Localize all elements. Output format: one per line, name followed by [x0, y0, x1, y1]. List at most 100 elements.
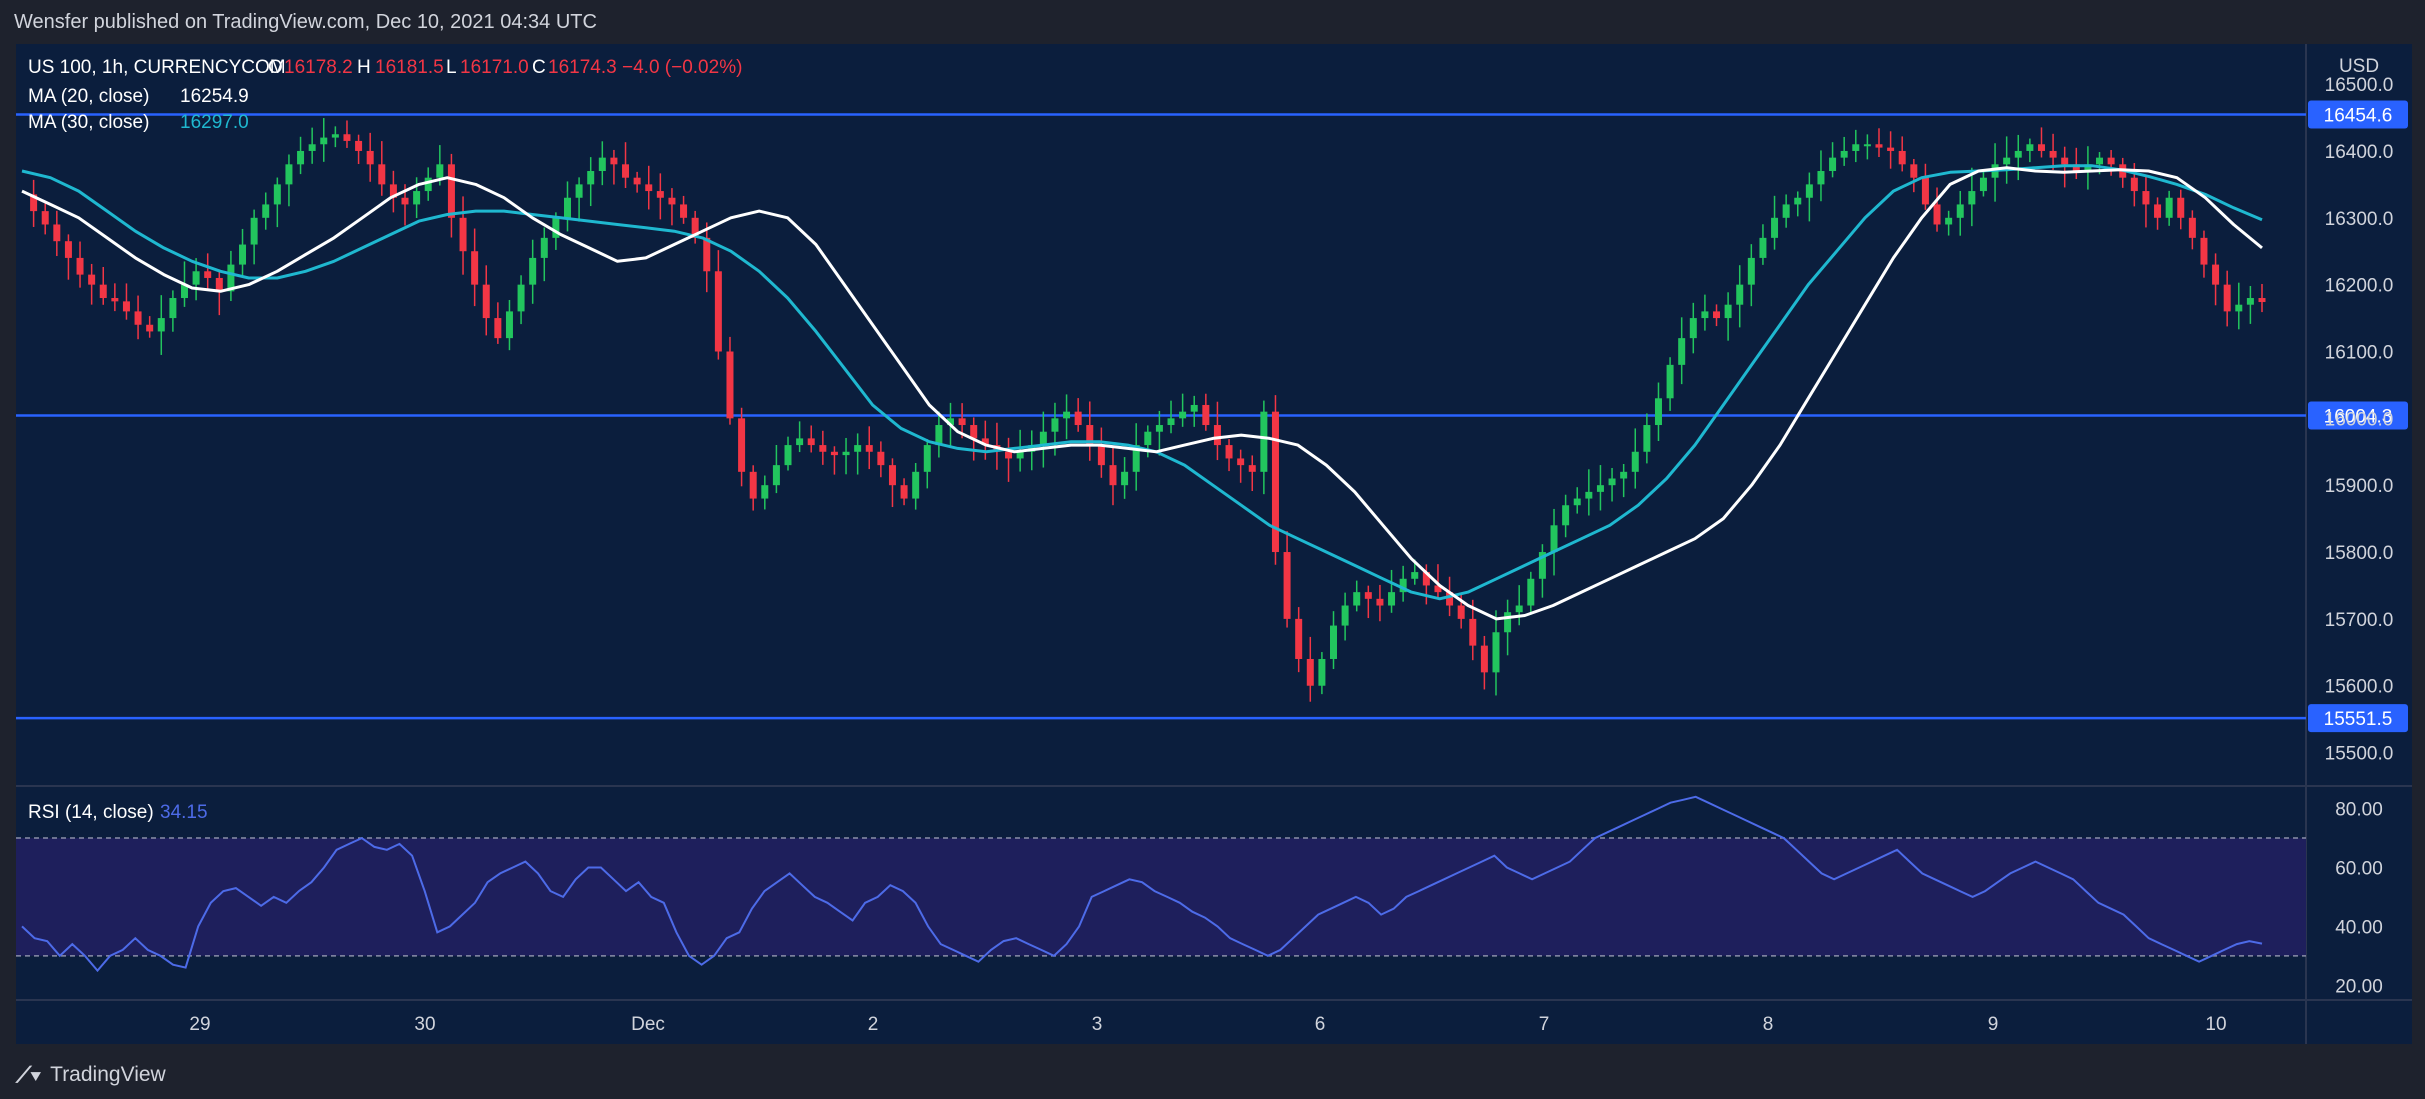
- candle-body: [1097, 445, 1105, 466]
- change-value: −4.0 (−0.02%): [622, 57, 742, 78]
- price-tick-label[interactable]: 15700.0: [2325, 610, 2394, 631]
- candle-body: [761, 485, 769, 499]
- price-tick-label[interactable]: 15900.0: [2325, 476, 2394, 497]
- candle-body: [1759, 237, 1767, 258]
- price-axis[interactable]: USD 15500.0 15600.0 15700.0 15800.0 15900.0 16…: [2325, 56, 2394, 997]
- candle-body: [146, 324, 154, 332]
- candle-body: [1585, 491, 1593, 499]
- candle-body: [970, 425, 978, 439]
- time-axis[interactable]: 29 30 Dec 2 3 6 7 8 9 10: [189, 1014, 2226, 1035]
- candle-body: [1271, 411, 1279, 553]
- footer-brand[interactable]: TradingView: [50, 1062, 166, 1086]
- candle-body: [517, 284, 525, 312]
- candle-body: [1457, 605, 1465, 619]
- candle-body: [250, 217, 258, 245]
- rsi-line: [21, 795, 2263, 973]
- candle-body: [796, 438, 804, 446]
- rsi-tick-label[interactable]: 20.00: [2335, 976, 2383, 997]
- price-tick-label[interactable]: 15600.0: [2325, 677, 2394, 698]
- candle-body: [2142, 191, 2150, 205]
- moving-averages: [21, 164, 2263, 621]
- candle-body: [1237, 458, 1245, 466]
- candle-body: [494, 318, 502, 339]
- time-tick-label[interactable]: 29: [189, 1014, 210, 1035]
- candle-body: [1724, 304, 1732, 319]
- candle-body: [378, 164, 386, 185]
- candle-body: [1213, 425, 1221, 446]
- candle-body: [1875, 144, 1883, 148]
- candle-body: [1306, 658, 1314, 686]
- candle-body: [389, 184, 397, 198]
- horizontal-levels[interactable]: 16454.6 16004.3 15551.5: [16, 100, 2408, 733]
- candle-body: [935, 425, 943, 446]
- price-tick-label[interactable]: 16000.0: [2325, 409, 2394, 430]
- price-tick-label[interactable]: 16500.0: [2325, 75, 2394, 96]
- candle-body: [598, 157, 606, 172]
- candle-body: [1121, 471, 1129, 486]
- price-tick-label[interactable]: 15800.0: [2325, 543, 2394, 564]
- time-tick-label[interactable]: 10: [2205, 1014, 2226, 1035]
- time-tick-label[interactable]: 3: [1092, 1014, 1103, 1035]
- candle-body: [830, 451, 838, 456]
- price-tick-label[interactable]: 15500.0: [2325, 744, 2394, 765]
- level-price-badge[interactable]: [2308, 704, 2408, 733]
- candle-body: [2212, 264, 2220, 285]
- time-tick-label[interactable]: 9: [1988, 1014, 1999, 1035]
- price-tick-label[interactable]: 16400.0: [2325, 142, 2394, 163]
- candle-body: [2107, 157, 2115, 165]
- candle-body: [900, 485, 908, 499]
- candle-body: [1654, 398, 1662, 426]
- tradingview-logo-icon[interactable]: ⟋▾: [16, 1061, 41, 1087]
- candle-body: [1979, 177, 1987, 192]
- published-text: Wensfer published on TradingView.com, De…: [14, 10, 597, 33]
- candle-body: [1283, 552, 1291, 619]
- candle-body: [1295, 618, 1303, 659]
- candle-body: [877, 451, 885, 466]
- ma30-value: 16297.0: [180, 112, 249, 133]
- time-tick-label[interactable]: Dec: [631, 1014, 665, 1035]
- candle-body: [1805, 184, 1813, 198]
- low-value: 16171.0: [460, 57, 529, 78]
- time-tick-label[interactable]: 2: [868, 1014, 879, 1035]
- time-tick-label[interactable]: 8: [1763, 1014, 1774, 1035]
- candle-body: [285, 164, 293, 185]
- candle-body: [1492, 632, 1500, 673]
- rsi-tick-label[interactable]: 60.00: [2335, 859, 2383, 880]
- candle-body: [1411, 572, 1419, 579]
- price-tick-label[interactable]: 16200.0: [2325, 276, 2394, 297]
- candle-body: [668, 197, 676, 205]
- level-price-badge[interactable]: [2308, 401, 2408, 430]
- candle-body: [1109, 465, 1117, 486]
- rsi-tick-label[interactable]: 40.00: [2335, 917, 2383, 938]
- candle-body: [413, 191, 421, 205]
- candle-body: [1898, 150, 1906, 165]
- candle-body: [447, 164, 455, 218]
- level-price-badge[interactable]: [2308, 100, 2408, 129]
- candle-body: [227, 264, 235, 292]
- candle-body: [1863, 144, 1871, 147]
- time-tick-label[interactable]: 7: [1539, 1014, 1550, 1035]
- candle-body: [738, 418, 746, 472]
- candle-body: [30, 194, 38, 212]
- candle-body: [157, 318, 165, 332]
- candle-body: [2235, 304, 2243, 312]
- close-value: 16174.3: [548, 57, 617, 78]
- candle-body: [1840, 150, 1848, 158]
- candle-body: [1713, 311, 1721, 319]
- currency-label[interactable]: USD: [2339, 56, 2379, 77]
- level-price-label: 16454.6: [2324, 105, 2393, 126]
- rsi-tick-label[interactable]: 80.00: [2335, 800, 2383, 821]
- candle-body: [587, 171, 595, 185]
- candle-body: [2177, 197, 2185, 218]
- time-tick-label[interactable]: 30: [414, 1014, 435, 1035]
- candle-body: [552, 217, 560, 238]
- candle-body: [563, 197, 571, 218]
- price-tick-label[interactable]: 16300.0: [2325, 209, 2394, 230]
- ma20-label: MA (20, close): [28, 86, 149, 107]
- candle-body: [2246, 298, 2254, 305]
- time-tick-label[interactable]: 6: [1315, 1014, 1326, 1035]
- candle-body: [1341, 605, 1349, 626]
- price-tick-label[interactable]: 16100.0: [2325, 342, 2394, 363]
